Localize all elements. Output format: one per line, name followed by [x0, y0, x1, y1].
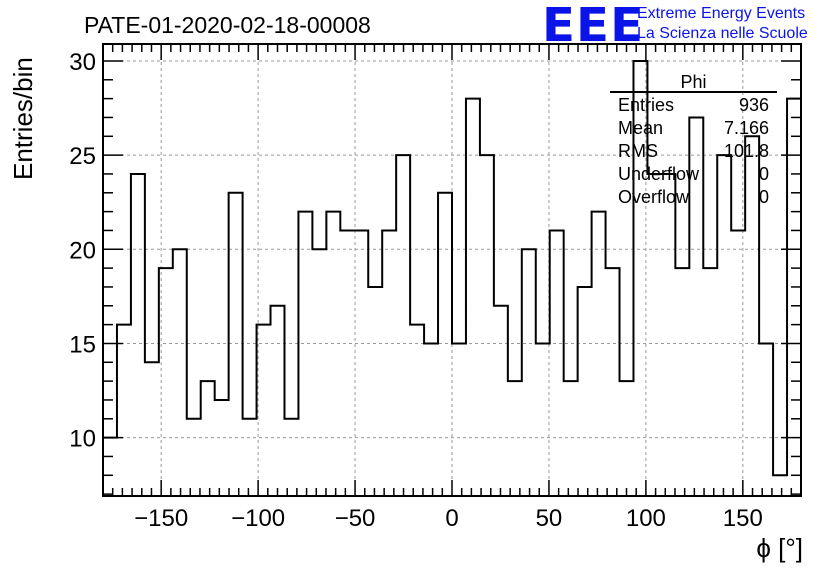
histogram-bin — [257, 325, 271, 496]
y-tick-label: 15 — [69, 331, 96, 358]
stats-row-label: Overflow — [618, 187, 690, 207]
stats-row-label: Mean — [618, 118, 663, 138]
histogram-bars — [102, 59, 801, 496]
y-tick-label: 25 — [69, 143, 96, 170]
x-tick-label: −100 — [231, 505, 285, 532]
histogram-bin — [326, 212, 340, 496]
histogram-bin — [173, 249, 187, 496]
histogram-bin — [368, 287, 382, 496]
histogram-bin — [564, 381, 578, 496]
histogram-bin — [215, 400, 229, 496]
histogram-bin — [466, 99, 480, 496]
histogram-bin — [131, 174, 145, 496]
stats-title: Phi — [680, 72, 706, 92]
stats-box: Phi Entries 936 Mean 7.166 RMS 101.8 Underflow 0… — [610, 72, 777, 207]
x-tick-label: −150 — [134, 505, 188, 532]
histogram-bin — [787, 99, 801, 496]
histogram-bin — [145, 362, 159, 496]
histogram-bin — [410, 325, 424, 496]
x-tick-label: 50 — [536, 505, 563, 532]
histogram-bin — [759, 343, 773, 496]
eee-logo-line2: La Scienza nelle Scuole — [637, 25, 808, 42]
histogram-bin — [745, 136, 759, 496]
stats-row-label: Entries — [618, 95, 674, 115]
eee-logo-line1: Extreme Energy Events — [637, 5, 806, 22]
histogram-bin — [480, 155, 494, 496]
histogram-bin — [284, 419, 298, 496]
histogram-bin — [494, 306, 508, 496]
chart-title: PATE-01-2020-02-18-00008 — [84, 12, 371, 38]
histogram-bin — [187, 419, 201, 496]
histogram-bin — [592, 212, 606, 496]
histogram-bin — [382, 230, 396, 496]
histogram-bin — [396, 155, 410, 496]
stats-row-value: 0 — [759, 187, 769, 207]
y-axis-label: Entries/bin — [8, 57, 38, 180]
histogram-bin — [578, 287, 592, 496]
stats-row-label: RMS — [618, 141, 658, 161]
x-tick-label: 0 — [445, 505, 458, 532]
histogram-bin — [522, 249, 536, 496]
x-tick-label: −50 — [335, 505, 376, 532]
eee-logo: EEE — [542, 0, 645, 52]
histogram-bin — [424, 343, 438, 496]
histogram-bin — [675, 268, 689, 496]
histogram-outline — [102, 59, 801, 496]
x-axis-label: ϕ [°] — [756, 533, 803, 563]
stats-row-value: 0 — [759, 164, 769, 184]
stats-row-label: Underflow — [618, 164, 700, 184]
histogram-bin — [438, 193, 452, 496]
histogram-bin — [103, 438, 117, 496]
histogram-bin — [647, 174, 661, 496]
histogram-bin — [229, 193, 243, 496]
eee-logo-text: Extreme Energy Events La Scienza nelle S… — [637, 4, 808, 44]
stats-row-value: 7.166 — [724, 118, 769, 138]
histogram-bin — [354, 230, 368, 496]
histogram-bin — [312, 249, 326, 496]
histogram-bin — [508, 381, 522, 496]
histogram-bin — [243, 419, 257, 496]
histogram-bin — [773, 475, 787, 496]
y-tick-label: 30 — [69, 49, 96, 76]
histogram-bin — [620, 381, 634, 496]
histogram-bin — [117, 325, 131, 496]
axes: −150 −100 −50 0 50 100 150 10 15 20 25 30 — [69, 43, 802, 532]
histogram-bin — [606, 268, 620, 496]
stats-row-value: 936 — [739, 95, 769, 115]
y-tick-label: 10 — [69, 426, 96, 453]
histogram-bin — [550, 230, 564, 496]
histogram-bin — [452, 343, 466, 496]
histogram-bin — [536, 343, 550, 496]
histogram-bin — [717, 155, 731, 496]
x-tick-label: 150 — [723, 505, 763, 532]
histogram-bin — [340, 230, 354, 496]
y-tick-label: 20 — [69, 237, 96, 264]
x-tick-label: 100 — [626, 505, 666, 532]
stats-row-value: 101.8 — [724, 141, 769, 161]
histogram-bin — [661, 174, 675, 496]
histogram-bin — [703, 268, 717, 496]
histogram-bin — [298, 212, 312, 496]
histogram-bin — [271, 306, 285, 496]
histogram-bin — [201, 381, 215, 496]
